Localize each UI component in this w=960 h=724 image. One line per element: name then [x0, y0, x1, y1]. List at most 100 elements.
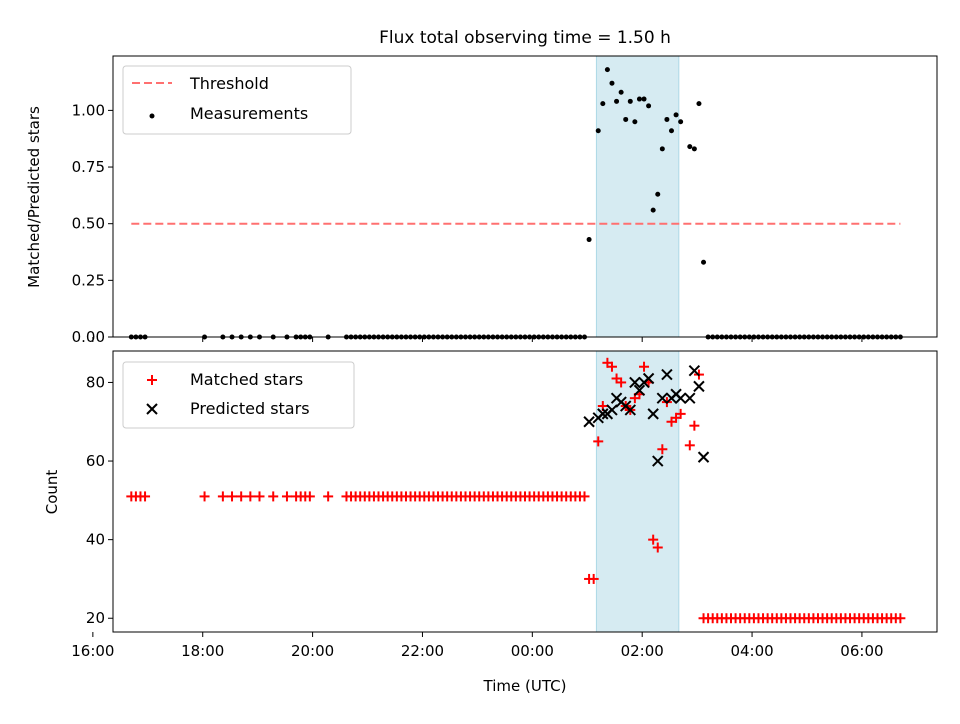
- measurement-point: [595, 128, 601, 134]
- matched-point: [652, 542, 663, 553]
- matched-point: [254, 491, 265, 502]
- x-tick-label: 22:00: [401, 642, 444, 660]
- matched-point: [236, 491, 247, 502]
- predicted-point: [661, 368, 673, 381]
- matched-point: [588, 573, 599, 584]
- bottom-axes-frame: [112, 350, 938, 633]
- predicted-point: [697, 451, 710, 463]
- bottom-y-axis-label: Count: [43, 470, 61, 515]
- legend-matched-swatch: [147, 375, 157, 385]
- chart-title: Flux total observing time = 1.50 h: [379, 28, 671, 48]
- matched-point: [245, 491, 256, 502]
- top-panel: 0.00 0.25 0.50 0.75 1.00 Matched/Predicted s…: [25, 55, 938, 346]
- legend-measurements-swatch: [149, 113, 155, 119]
- bottom-panel: 20 40 60 80 16:00 18:00 20:00 22:00 00:00 02:00 0…: [43, 350, 938, 695]
- matched-point: [199, 491, 210, 502]
- matched-point: [268, 491, 279, 502]
- matched-point: [227, 491, 238, 502]
- legend-matched-label: Matched stars: [190, 370, 303, 389]
- matched-point: [616, 377, 627, 388]
- bottom-legend: Matched stars Predicted stars: [122, 361, 355, 429]
- predicted-point: [642, 372, 655, 385]
- legend-predicted-swatch: [146, 403, 158, 415]
- predicted-point: [624, 404, 636, 416]
- x-tick-label: 06:00: [840, 642, 883, 660]
- measurement-point: [668, 128, 674, 134]
- bottom-y-tick-label: 60: [86, 452, 105, 470]
- measurement-point: [623, 116, 629, 122]
- matched-point: [895, 613, 906, 624]
- top-legend: Threshold Measurements: [122, 65, 352, 135]
- x-tick-label: 00:00: [511, 642, 554, 660]
- x-tick-label: 16:00: [71, 642, 114, 660]
- measurement-point: [604, 67, 610, 73]
- top-y-tick-label: 0.75: [72, 158, 105, 176]
- bottom-y-tick-label: 20: [86, 609, 105, 627]
- top-highlight-span: [595, 55, 680, 338]
- measurement-point: [646, 103, 652, 109]
- measurement-point: [600, 101, 606, 107]
- matched-point: [657, 444, 668, 455]
- top-y-axis-label: Matched/Predicted stars: [25, 106, 43, 288]
- measurement-point: [664, 116, 670, 122]
- measurement-point: [673, 112, 679, 118]
- measurement-point: [609, 80, 615, 86]
- legend-threshold-label: Threshold: [189, 74, 269, 93]
- measurement-point: [655, 191, 661, 197]
- x-axis-label: Time (UTC): [483, 677, 567, 695]
- top-y-tick-label: 0.00: [72, 328, 105, 346]
- measurement-point: [659, 146, 665, 152]
- measurement-point: [641, 96, 647, 102]
- measurement-point: [614, 98, 620, 104]
- legend-measurements-label: Measurements: [190, 104, 308, 123]
- matched-point: [281, 491, 292, 502]
- matched-point: [579, 491, 590, 502]
- measurement-point: [687, 144, 693, 150]
- measurement-point: [696, 101, 702, 107]
- measurement-point: [650, 207, 656, 213]
- predicted-point: [606, 404, 618, 416]
- matched-point: [217, 491, 228, 502]
- predicted-point: [674, 392, 687, 404]
- predicted-point: [647, 408, 659, 420]
- matched-point: [675, 408, 686, 419]
- matched-point: [639, 361, 650, 372]
- top-y-tick-label: 0.25: [72, 271, 105, 289]
- x-tick-label: 04:00: [730, 642, 773, 660]
- predicted-point: [629, 376, 641, 389]
- predicted-point: [652, 455, 664, 467]
- measurement-point: [678, 119, 684, 125]
- predicted-point: [597, 408, 609, 420]
- measurement-point: [701, 259, 707, 265]
- predicted-point: [583, 416, 595, 428]
- matched-point: [648, 534, 659, 545]
- predicted-point: [688, 364, 701, 377]
- bottom-y-tick-label: 80: [86, 373, 105, 391]
- matched-point: [323, 491, 334, 502]
- x-tick-label: 20:00: [291, 642, 334, 660]
- x-tick-label: 02:00: [621, 642, 664, 660]
- measurement-point: [691, 146, 697, 152]
- matched-point: [684, 440, 695, 451]
- top-y-tick-label: 0.50: [72, 215, 105, 233]
- bottom-y-tick-label: 40: [86, 531, 105, 549]
- top-y-tick-label: 1.00: [72, 101, 105, 119]
- x-tick-label: 18:00: [181, 642, 224, 660]
- matched-point: [689, 420, 700, 431]
- matched-point: [593, 436, 604, 447]
- predicted-point: [693, 380, 705, 393]
- measurement-point: [586, 237, 592, 243]
- measurement-point: [636, 96, 642, 102]
- matched-point: [140, 491, 151, 502]
- matched-point: [606, 361, 617, 372]
- predicted-point: [633, 384, 646, 397]
- top-axes-frame: [112, 55, 938, 338]
- predicted-point: [684, 392, 696, 404]
- predicted-point: [656, 392, 669, 404]
- legend-predicted-label: Predicted stars: [190, 399, 310, 418]
- measurement-point: [627, 98, 633, 104]
- matched-point: [304, 491, 315, 502]
- measurement-point: [632, 119, 638, 125]
- measurement-point: [618, 89, 624, 95]
